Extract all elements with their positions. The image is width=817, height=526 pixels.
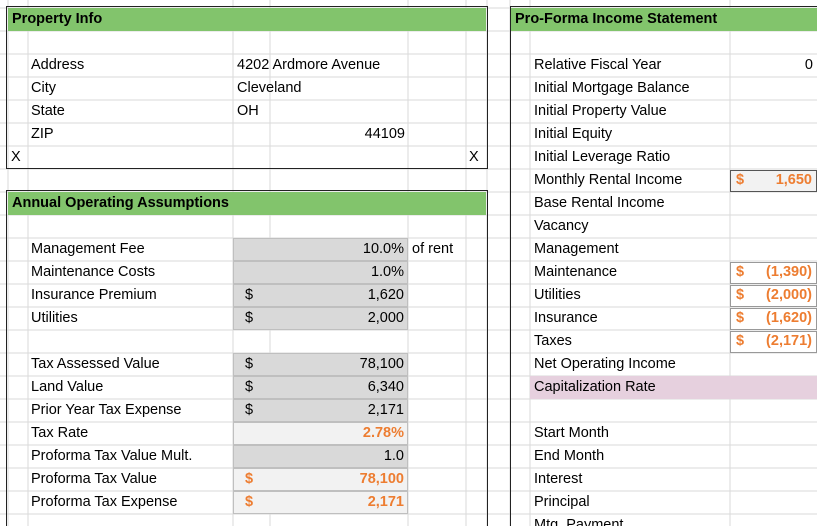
field-label: Taxes (534, 333, 572, 349)
currency-symbol: $ (245, 471, 254, 487)
field-value: 2,171 (367, 494, 404, 510)
input-cell (233, 307, 408, 330)
highlight-row (530, 376, 817, 399)
field-label: Proforma Tax Value (31, 471, 157, 487)
field-label: State (31, 103, 65, 119)
field-label: Proforma Tax Value Mult. (31, 448, 193, 464)
field-value: 78,100 (359, 471, 404, 487)
currency-symbol: $ (245, 310, 254, 326)
section-title: Pro-Forma Income Statement (515, 11, 718, 27)
field-label: ZIP (31, 126, 54, 142)
field-label: Interest (534, 471, 583, 487)
field-value: (2,000) (766, 287, 812, 303)
section-header (8, 192, 486, 215)
field-label: Tax Assessed Value (31, 356, 160, 372)
field-label: End Month (534, 448, 605, 464)
field-label: Land Value (31, 379, 104, 395)
marker: X (469, 149, 479, 165)
currency-symbol: $ (245, 402, 254, 418)
field-label: Initial Leverage Ratio (534, 149, 671, 165)
field-value: 4202 Ardmore Avenue (237, 57, 381, 73)
field-label: Mtg. Payment (534, 517, 624, 526)
field-label: Prior Year Tax Expense (31, 402, 182, 418)
field-value: 10.0% (362, 241, 404, 257)
field-value: 1.0 (383, 448, 404, 464)
field-label: Maintenance (534, 264, 618, 280)
field-label: Utilities (534, 287, 581, 303)
field-value: 1,620 (367, 287, 404, 303)
field-label: City (31, 80, 56, 96)
field-value: 6,340 (367, 379, 404, 395)
input-cell (233, 284, 408, 307)
section-header (511, 8, 817, 31)
field-label: Management Fee (31, 241, 145, 257)
field-value: 1,650 (775, 172, 812, 188)
field-label: Initial Equity (534, 126, 613, 142)
currency-symbol: $ (245, 287, 254, 303)
field-label: Insurance Premium (31, 287, 157, 303)
input-cell (233, 491, 408, 514)
field-value: (2,171) (766, 333, 812, 349)
input-cell (233, 445, 408, 468)
input-cell (233, 376, 408, 399)
field-label: Proforma Tax Expense (31, 494, 178, 510)
field-label: Insurance (534, 310, 598, 326)
currency-symbol: $ (736, 287, 745, 303)
field-value: 78,100 (359, 356, 404, 372)
field-label: Start Month (534, 425, 609, 441)
field-value: (1,620) (766, 310, 812, 326)
currency-symbol: $ (736, 172, 745, 188)
field-value: 0 (804, 57, 813, 73)
field-label: Maintenance Costs (31, 264, 156, 280)
field-label: Principal (534, 494, 590, 510)
field-value: Cleveland (237, 80, 302, 96)
field-value: (1,390) (766, 264, 812, 280)
field-note: of rent (412, 241, 454, 257)
field-label: Tax Rate (31, 425, 89, 441)
section-title: Property Info (12, 11, 103, 27)
field-label: Utilities (31, 310, 78, 326)
input-cell (233, 238, 408, 261)
field-value: 44109 (364, 126, 405, 142)
field-value: 2,171 (367, 402, 404, 418)
field-value: 2,000 (367, 310, 404, 326)
field-value: 1.0% (370, 264, 404, 280)
input-cell (233, 353, 408, 376)
marker: X (11, 149, 21, 165)
input-cell (233, 261, 408, 284)
field-label: Base Rental Income (534, 195, 665, 211)
field-value: OH (237, 103, 259, 119)
currency-symbol: $ (736, 264, 745, 280)
section-title: Annual Operating Assumptions (12, 195, 229, 211)
currency-symbol: $ (245, 494, 254, 510)
input-cell (233, 422, 408, 445)
field-label: Relative Fiscal Year (534, 57, 662, 73)
input-cell (233, 468, 408, 491)
field-label: Monthly Rental Income (534, 172, 683, 188)
field-label: Initial Mortgage Balance (534, 80, 690, 96)
currency-symbol: $ (245, 356, 254, 372)
field-value: 2.78% (362, 425, 404, 441)
currency-symbol: $ (245, 379, 254, 395)
field-label: Address (31, 57, 85, 73)
currency-symbol: $ (736, 333, 745, 349)
field-label: Management (534, 241, 619, 257)
field-label: Initial Property Value (534, 103, 667, 119)
field-label: Capitalization Rate (534, 379, 656, 395)
currency-symbol: $ (736, 310, 745, 326)
field-label: Net Operating Income (534, 356, 676, 372)
input-cell (233, 399, 408, 422)
section-header (8, 8, 486, 31)
field-label: Vacancy (534, 218, 589, 234)
